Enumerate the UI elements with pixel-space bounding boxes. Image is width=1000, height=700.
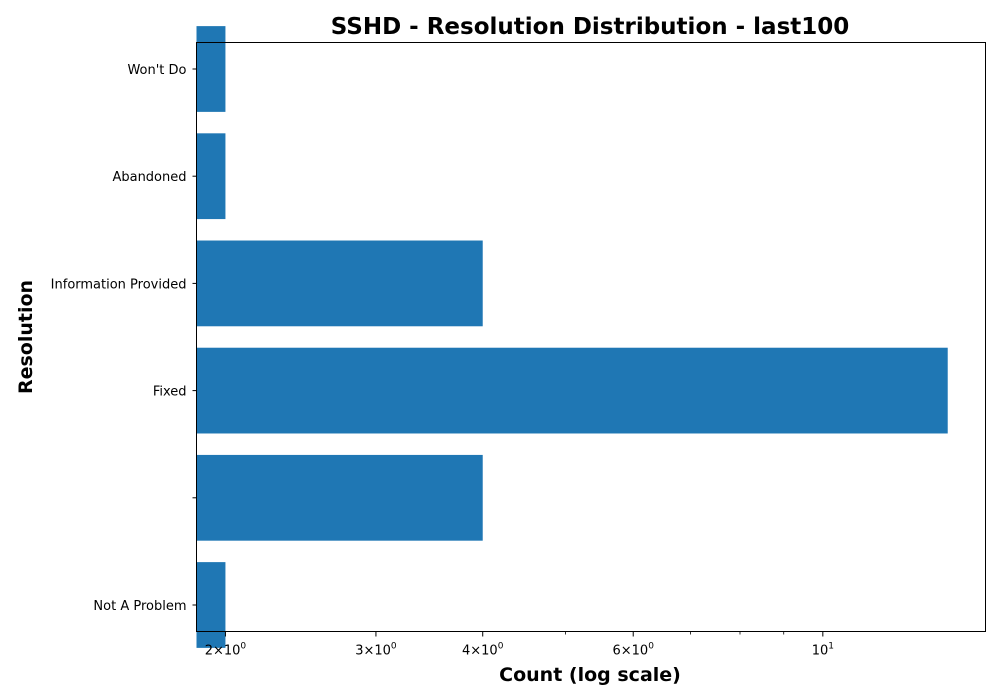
x-axis-label: Count (log scale) (499, 664, 681, 686)
bar (196, 347, 948, 434)
x-tick-label: 101 (812, 642, 834, 659)
bar (196, 562, 226, 648)
y-axis-label: Resolution (15, 280, 37, 394)
plot-frame (196, 42, 986, 632)
bar (196, 240, 483, 327)
x-tick-label: 4×100 (462, 642, 504, 659)
bar (196, 454, 483, 541)
x-tick-label: 2×100 (205, 642, 247, 659)
x-ticks-group: 2×100 3×100 4×100 6×100 101 (205, 631, 834, 659)
y-ticks-group: Not A Problem Fixed Information Provided Ab… (51, 63, 197, 614)
y-tick-label: Not A Problem (93, 599, 186, 614)
y-tick-label: Abandoned (112, 170, 186, 185)
x-tick-label: 6×100 (612, 642, 654, 659)
bars-group (196, 26, 948, 648)
y-tick-label: Information Provided (51, 277, 187, 292)
chart-title: SSHD - Resolution Distribution - last100 (331, 14, 850, 40)
bar (196, 26, 226, 112)
y-tick-label: Won't Do (127, 63, 186, 78)
x-tick-label: 3×100 (355, 642, 397, 659)
y-tick-label: Fixed (153, 385, 187, 400)
bar (196, 133, 226, 220)
